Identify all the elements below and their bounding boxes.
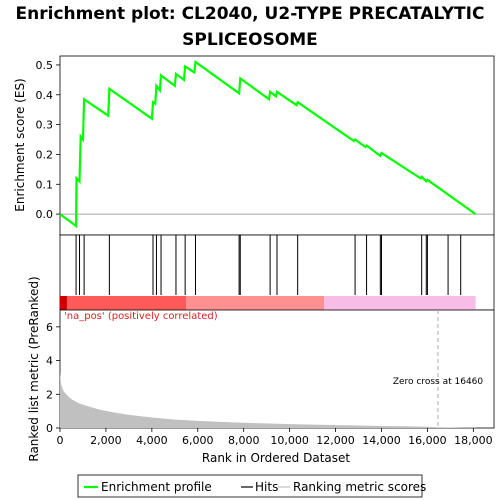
hit-band-segment <box>60 296 67 310</box>
legend-enrichment-label: Enrichment profile <box>101 480 212 494</box>
x-tick-label: 10,000 <box>270 434 309 447</box>
legend-hits-label: Hits <box>255 480 278 494</box>
ranking-metric-area <box>60 372 476 428</box>
x-tick-label: 16,000 <box>408 434 447 447</box>
metric-y-tick-label: 6 <box>46 321 53 334</box>
metric-panel-frame <box>59 309 495 429</box>
x-tick-label: 12,000 <box>316 434 355 447</box>
x-tick-label: 6,000 <box>182 434 214 447</box>
x-tick-label: 2,000 <box>90 434 122 447</box>
x-tick-label: 0 <box>57 434 64 447</box>
x-axis-label: Rank in Ordered Dataset <box>202 451 350 465</box>
x-tick-label: 8,000 <box>228 434 260 447</box>
x-tick-label: 14,000 <box>362 434 401 447</box>
hit-markers <box>75 235 462 295</box>
positive-correlation-label: 'na_pos' (positively correlated) <box>64 311 218 322</box>
metric-y-tick-label: 4 <box>46 355 53 368</box>
chart-title-line-2: SPLICEOSOME <box>182 30 318 50</box>
hit-band-segment <box>60 296 187 310</box>
es-y-tick-label: 0.2 <box>36 148 54 161</box>
x-tick-label: 18,000 <box>454 434 493 447</box>
hit-band-segment <box>186 296 325 310</box>
es-axis-ticks: 0.0 0.1 0.2 0.3 0.4 0.5 <box>36 59 60 221</box>
es-y-tick-label: 0.0 <box>36 208 54 221</box>
rank-axis-ticks: 0 2,000 4,000 6,000 8,000 10,000 12,000 14,000 1… <box>57 428 493 447</box>
es-y-tick-label: 0.5 <box>36 59 54 72</box>
es-panel-frame <box>59 55 495 236</box>
legend-metric-label: Ranking metric scores <box>293 480 426 494</box>
es-y-tick-label: 0.3 <box>36 119 54 132</box>
es-y-tick-label: 0.4 <box>36 89 54 102</box>
x-tick-label: 4,000 <box>136 434 168 447</box>
chart-title-line-1: Enrichment plot: CL2040, U2-TYPE PRECATA… <box>16 4 485 24</box>
metric-y-tick-label: 0 <box>46 422 53 435</box>
es-y-tick-label: 0.1 <box>36 178 54 191</box>
legend-box <box>77 474 423 498</box>
zero-cross-label: Zero cross at 16460 <box>393 377 484 387</box>
metric-y-tick-label: 2 <box>46 388 53 401</box>
metric-y-axis-label: Ranked list metric (PreRanked) <box>27 276 41 461</box>
es-y-axis-label: Enrichment score (ES) <box>13 78 27 211</box>
metric-axis-ticks: 0 2 4 6 <box>46 321 60 435</box>
hit-band-segment <box>324 296 476 310</box>
enrichment-profile-line <box>59 60 477 229</box>
hit-color-band <box>60 296 476 310</box>
